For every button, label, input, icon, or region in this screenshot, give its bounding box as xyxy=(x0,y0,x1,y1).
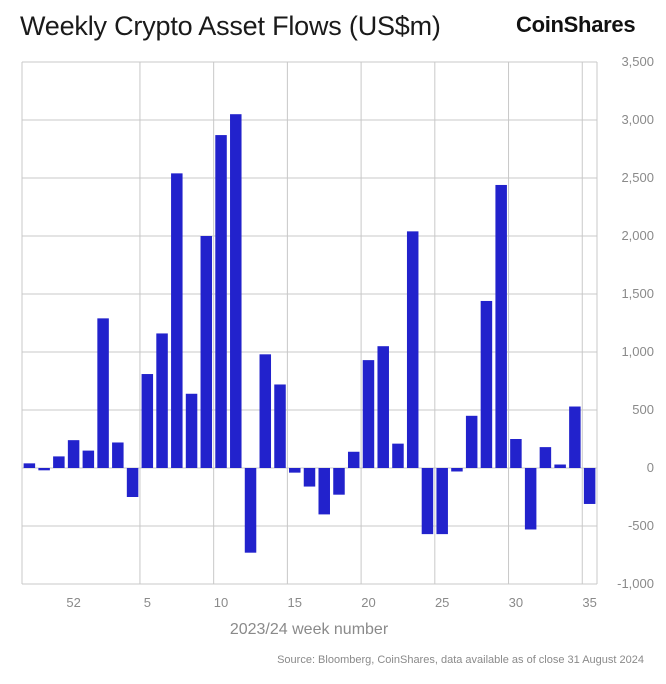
bar-week-8 xyxy=(185,393,198,468)
bar-week-35 xyxy=(583,468,596,504)
bar-week-6 xyxy=(156,333,168,468)
bar-week-30 xyxy=(510,439,522,468)
y-tick-label: 0 xyxy=(647,460,654,475)
bar-week-33 xyxy=(554,464,566,468)
x-tick-label: 10 xyxy=(214,595,228,610)
x-tick-label: 52 xyxy=(66,595,80,610)
bar-week-20 xyxy=(362,360,375,468)
x-tick-label: 35 xyxy=(582,595,596,610)
bar-week-18 xyxy=(333,468,345,495)
y-tick-label: 500 xyxy=(632,402,654,417)
bar-week-13 xyxy=(259,354,272,468)
chart-title: Weekly Crypto Asset Flows (US$m) xyxy=(20,11,441,41)
y-tick-label: 3,500 xyxy=(621,54,654,69)
x-tick-label: 25 xyxy=(435,595,449,610)
bar-week-32 xyxy=(539,447,552,468)
bar-week-2 xyxy=(97,318,109,468)
y-axis-ticks: -1,000 -500 0 500 1,000 1,500 2,000 2,500 3,000 3… xyxy=(617,54,654,591)
y-tick-label: -500 xyxy=(628,518,654,533)
bar-chart: -1,000 -500 0 500 1,000 1,500 2,000 2,500 3,000 3… xyxy=(21,54,654,638)
bar-week-50 xyxy=(38,468,50,471)
bar-week-11 xyxy=(230,114,242,468)
bar-week-5 xyxy=(141,374,154,468)
x-tick-label: 5 xyxy=(144,595,151,610)
bar-week-9 xyxy=(200,236,213,468)
bar-week-10 xyxy=(215,135,227,468)
bar-week-1 xyxy=(82,450,95,468)
bar-week-34 xyxy=(569,406,581,468)
bar-week-15 xyxy=(289,468,301,473)
x-axis-ticks: 52 5 10 15 20 25 30 35 xyxy=(66,595,596,610)
bar-week-3 xyxy=(112,442,124,468)
bar-week-7 xyxy=(171,173,183,469)
bar-week-26 xyxy=(451,468,463,472)
bar-week-16 xyxy=(303,468,316,487)
source-note: Source: Bloomberg, CoinShares, data avai… xyxy=(277,654,644,666)
bar-week-21 xyxy=(377,346,389,468)
bar-week-25 xyxy=(436,468,448,535)
y-tick-label: 2,500 xyxy=(621,170,654,185)
bar-week-52 xyxy=(67,440,80,468)
bar-week-17 xyxy=(318,468,330,515)
x-tick-label: 30 xyxy=(509,595,523,610)
bar-week-51 xyxy=(53,456,65,468)
x-tick-label: 15 xyxy=(288,595,302,610)
bar-week-24 xyxy=(421,468,434,535)
y-tick-label: 3,000 xyxy=(621,112,654,127)
bar-week-22 xyxy=(392,443,404,468)
coinshares-logo: CoinShares xyxy=(516,12,636,37)
bar-week-29 xyxy=(495,184,507,468)
bar-week-23 xyxy=(406,231,419,468)
bar-week-27 xyxy=(465,415,478,468)
y-tick-label: 1,500 xyxy=(621,286,654,301)
y-tick-label: 2,000 xyxy=(621,228,654,243)
bar-week-31 xyxy=(524,468,537,530)
bars xyxy=(23,114,596,553)
y-tick-label: 1,000 xyxy=(621,344,654,359)
bar-week-19 xyxy=(347,451,360,468)
bar-week-28 xyxy=(480,300,493,468)
bar-week-4 xyxy=(126,468,139,497)
x-tick-label: 20 xyxy=(361,595,375,610)
bar-week-49 xyxy=(23,463,36,468)
x-axis-label: 2023/24 week number xyxy=(230,621,389,638)
grid-lines xyxy=(21,61,598,585)
y-tick-label: -1,000 xyxy=(617,576,654,591)
bar-week-12 xyxy=(244,468,257,553)
bar-week-14 xyxy=(274,384,286,468)
